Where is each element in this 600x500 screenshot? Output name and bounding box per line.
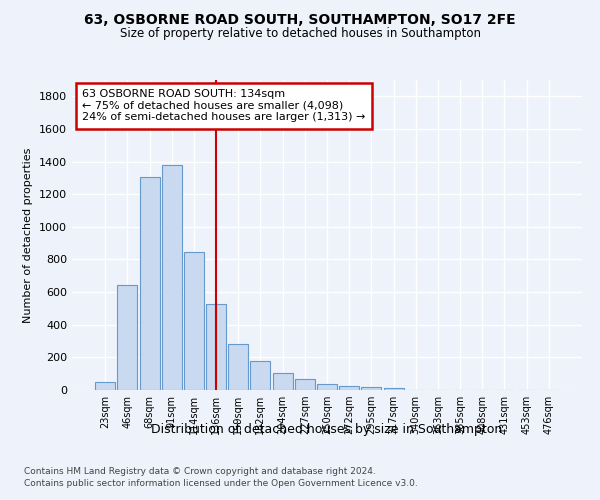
Y-axis label: Number of detached properties: Number of detached properties [23,148,34,322]
Bar [140,177,160,390]
Text: 63, OSBORNE ROAD SOUTH, SOUTHAMPTON, SO17 2FE: 63, OSBORNE ROAD SOUTH, SOUTHAMPTON, SO1… [84,12,516,26]
Text: Contains HM Land Registry data © Crown copyright and database right 2024.: Contains HM Land Registry data © Crown c… [24,468,376,476]
Text: Contains public sector information licensed under the Open Government Licence v3: Contains public sector information licen… [24,479,418,488]
Bar [250,360,271,390]
Text: 63 OSBORNE ROAD SOUTH: 134sqm
← 75% of detached houses are smaller (4,098)
24% o: 63 OSBORNE ROAD SOUTH: 134sqm ← 75% of d… [82,90,365,122]
Bar [118,285,137,390]
Bar [361,386,382,390]
Bar [383,388,404,390]
Text: Size of property relative to detached houses in Southampton: Size of property relative to detached ho… [119,28,481,40]
Bar [317,384,337,390]
Bar [295,380,315,390]
Bar [184,252,204,390]
Text: Distribution of detached houses by size in Southampton: Distribution of detached houses by size … [151,422,503,436]
Bar [228,344,248,390]
Bar [162,165,182,390]
Bar [95,382,115,390]
Bar [272,373,293,390]
Bar [339,386,359,390]
Bar [206,304,226,390]
